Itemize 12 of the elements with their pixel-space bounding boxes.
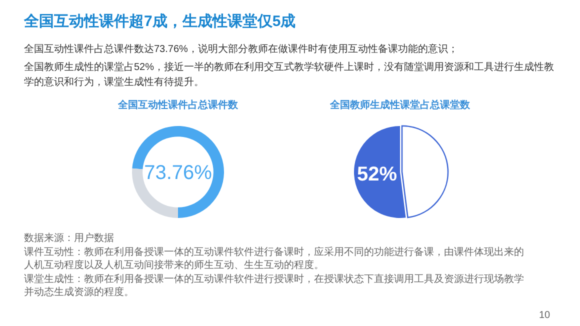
text: 课堂生成性：教师在利用备授课一体的互动课件软件进行授课时，在授课状态下直接调用工具及资源进行现场教学并动态生成资源的程度。 <box>24 273 524 299</box>
text: 全国教师生成性的课堂占52%，接近一半的教师在利用交互式教学软硬件上课时，没有随堂调用资源和工具进行生成性教学的意识和行为，课堂生成性有待提升。 <box>24 60 554 90</box>
chart-title: 全国互动性课件占总课件数 <box>117 99 239 111</box>
data-label: 73.76% <box>144 162 212 184</box>
text: 10 <box>539 310 550 321</box>
text: 课件互动性：教师在利用备授课一体的互动课件软件进行备课时，应采用不同的功能进行备课，由课件体现出来的人机互动程度以及人机互动间接带来的师生互动、生生互动的程度。 <box>24 246 524 272</box>
donut-slice <box>132 126 224 218</box>
source-note: 数据来源：用户数据 <box>24 232 115 245</box>
text: 全国互动性课件超7成，生成性课堂仅5成 <box>24 12 296 31</box>
data-label: 52% <box>357 163 398 186</box>
chart-title: 全国教师生成性课堂占总课堂数 <box>329 99 471 111</box>
text: 全国互动性课件占总课件数达73.76%，说明大部分教师在做课件时有使用互动性备课功能的意识； <box>24 42 459 57</box>
